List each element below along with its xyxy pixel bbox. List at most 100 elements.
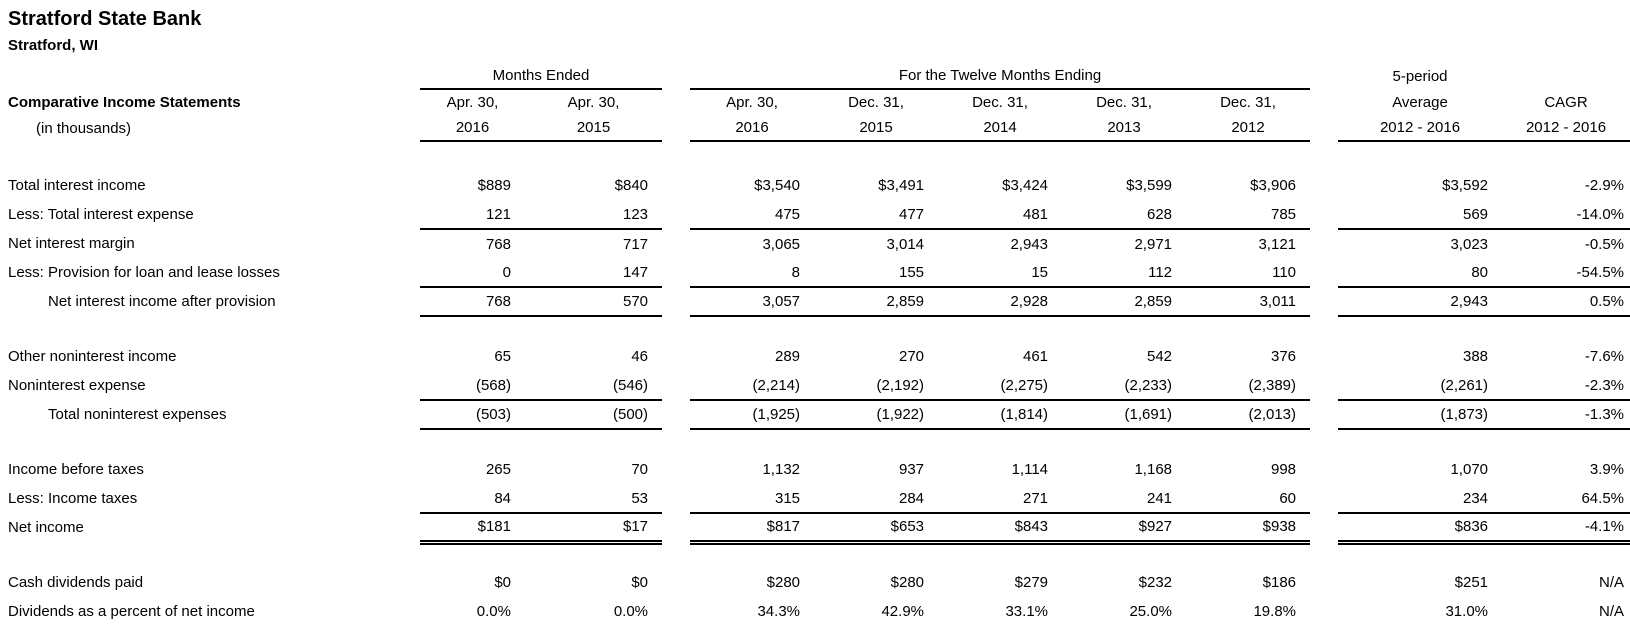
value-cell: 265 — [485, 461, 511, 478]
value-cell: $280 — [890, 574, 925, 591]
income-statement-table: Months Ended For the Twelve Months Endin… — [0, 63, 1630, 626]
value-cell: (2,233) — [1062, 371, 1187, 401]
table-row: Cash dividends paid $0 $0 $280 $280 $279 $232 $… — [0, 568, 1630, 597]
value-cell: (568) — [420, 371, 525, 401]
value-cell: 3.9% — [1589, 461, 1625, 478]
column-year-row: (in thousands) 2016 2015 2016 2015 2014 … — [0, 115, 1630, 142]
table-row: Noninterest expense (568) (546) (2,214) (2,1… — [0, 371, 1630, 401]
empty-cell — [1502, 63, 1630, 89]
value-cell: 3,023 — [1450, 235, 1489, 253]
gap-cell — [662, 371, 690, 400]
value-cell: (2,214) — [690, 371, 815, 401]
value-cell: -4.1% — [1502, 513, 1630, 545]
value-cell: $181 — [420, 513, 525, 545]
spacer-cell — [0, 429, 1630, 455]
column-header: 2015 — [814, 115, 939, 142]
row-label: Cash dividends paid — [8, 574, 144, 591]
value-cell: (546) — [525, 371, 663, 401]
table-row: Other noninterest income 65 46 289 270 461 542… — [0, 342, 1630, 371]
value-cell: 25.0% — [1129, 603, 1173, 620]
value-cell: (2,389) — [1186, 371, 1311, 401]
value-cell: (2,261) — [1338, 371, 1503, 401]
value-cell: (1,922) — [814, 400, 939, 430]
gap-cell — [662, 400, 690, 429]
value-cell: $251 — [1454, 574, 1489, 591]
value-cell: 46 — [631, 348, 649, 365]
row-label: Dividends as a percent of net income — [8, 603, 255, 620]
value-cell: (1,925) — [690, 400, 815, 430]
spacer-row — [0, 429, 1630, 455]
gap-cell — [1310, 400, 1338, 429]
value-cell: 3,057 — [690, 287, 815, 317]
value-cell: 0 — [420, 258, 525, 288]
value-cell: 84 — [420, 484, 525, 514]
value-cell: (1,814) — [938, 400, 1063, 430]
value-cell: $17 — [525, 513, 663, 545]
table-row: Total noninterest expenses (503) (500) (1,9… — [0, 400, 1630, 430]
value-cell: N/A — [1599, 603, 1625, 620]
value-cell: (1,691) — [1062, 400, 1187, 430]
value-cell: 121 — [420, 200, 525, 230]
table-row: Dividends as a percent of net income 0.0%… — [0, 597, 1630, 626]
value-cell: (503) — [420, 400, 525, 430]
gap-cell — [1310, 568, 1338, 597]
value-cell: 3,065 — [762, 235, 801, 253]
value-cell: 998 — [1270, 461, 1297, 478]
value-cell: -1.3% — [1502, 400, 1630, 430]
statement-unit: (in thousands) — [36, 119, 132, 137]
table-row: Income before taxes 265 70 1,132 937 1,114 1,1… — [0, 455, 1630, 484]
gap-cell — [662, 455, 690, 484]
document-header: Stratford State Bank Stratford, WI — [0, 0, 1630, 55]
column-header: Dec. 31, — [1220, 94, 1276, 111]
value-cell: $186 — [1262, 574, 1297, 591]
value-cell: 3,011 — [1186, 287, 1311, 317]
value-cell: 1,114 — [1011, 461, 1049, 478]
value-cell: $889 — [477, 177, 511, 194]
value-cell: 768 — [420, 287, 525, 317]
value-cell: $3,540 — [754, 177, 801, 194]
gap-cell — [662, 568, 690, 597]
spacer-cell — [0, 141, 1630, 171]
value-cell: $3,491 — [878, 177, 925, 194]
column-header: Average — [1392, 93, 1448, 111]
value-cell: 2,971 — [1134, 235, 1173, 253]
value-cell: 628 — [1062, 200, 1187, 230]
value-cell: 1,168 — [1134, 461, 1173, 478]
row-label: Net interest margin — [8, 235, 135, 252]
value-cell: 542 — [1146, 348, 1173, 365]
gap-cell — [1310, 229, 1338, 258]
value-cell: $232 — [1138, 574, 1173, 591]
gap-cell — [662, 513, 690, 542]
gap-cell — [1310, 200, 1338, 229]
table-row: Net interest margin 768 717 3,065 3,014 2,943… — [0, 229, 1630, 258]
column-header: 2014 — [938, 115, 1063, 142]
group-header-months-ended: Months Ended — [420, 63, 663, 90]
row-label: Net interest income after provision — [48, 293, 276, 310]
value-cell: 31.0% — [1445, 603, 1489, 620]
table-row: Net interest income after provision 768 57… — [0, 287, 1630, 317]
value-cell: 112 — [1062, 258, 1187, 288]
value-cell: 65 — [494, 348, 511, 365]
gap-cell — [662, 89, 690, 115]
page-subtitle: Stratford, WI — [8, 37, 98, 54]
value-cell: 15 — [938, 258, 1063, 288]
gap-cell — [662, 287, 690, 316]
value-cell: 569 — [1338, 200, 1503, 230]
value-cell: 123 — [525, 200, 663, 230]
spacer-cell — [0, 542, 1630, 568]
column-header: 2012 - 2016 — [1502, 115, 1630, 142]
value-cell: 234 — [1338, 484, 1503, 514]
value-cell: 271 — [938, 484, 1063, 514]
column-header: Dec. 31, — [1096, 94, 1152, 111]
group-header-five-period: 5-period — [1392, 67, 1448, 85]
empty-cell — [0, 63, 420, 89]
table-row: Less: Provision for loan and lease losse… — [0, 258, 1630, 288]
statement-title: Comparative Income Statements — [8, 93, 241, 111]
value-cell: (2,192) — [814, 371, 939, 401]
row-label: Noninterest expense — [8, 377, 146, 394]
gap-cell — [1310, 63, 1338, 89]
gap-cell — [662, 597, 690, 626]
row-label: Total noninterest expenses — [48, 406, 227, 423]
value-cell: 110 — [1186, 258, 1311, 288]
